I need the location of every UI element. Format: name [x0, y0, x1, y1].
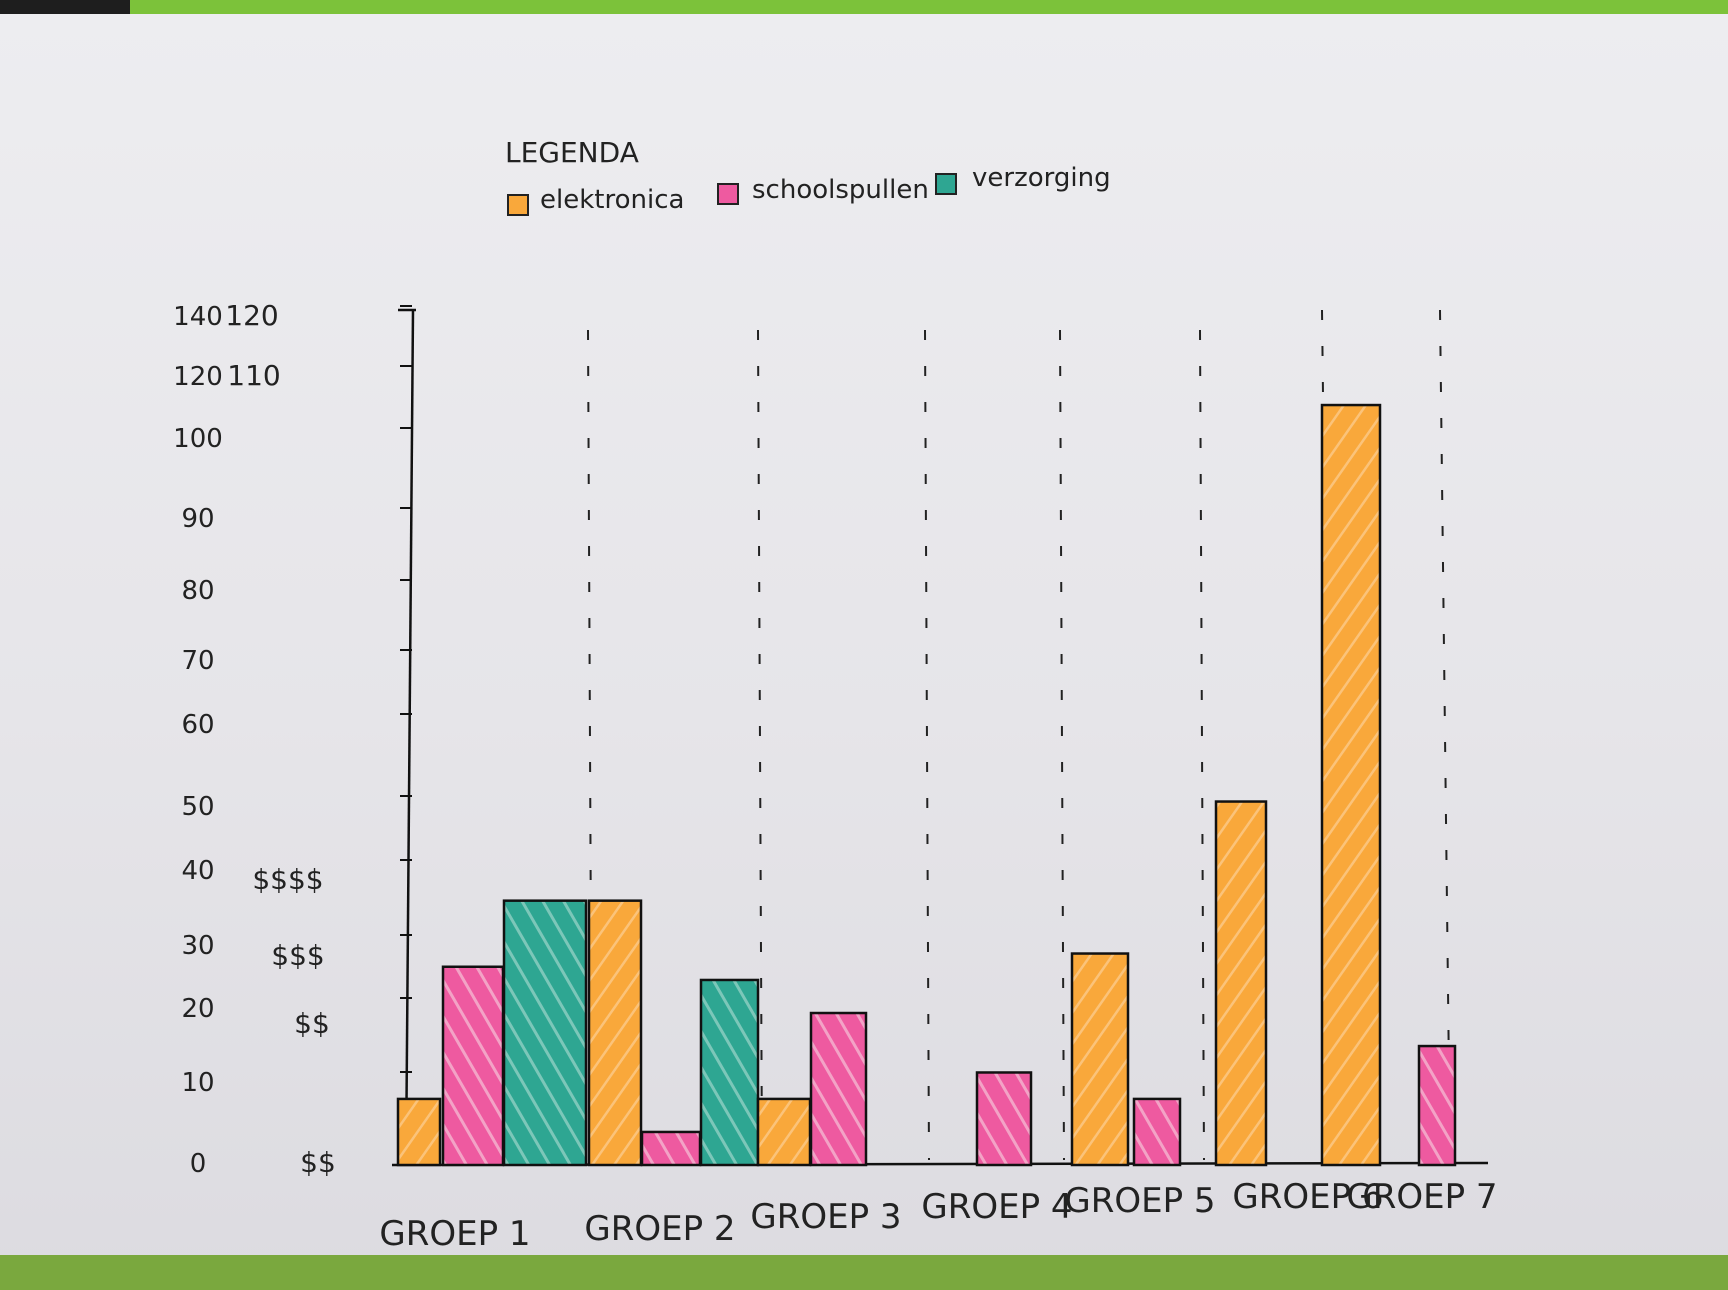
y-tick-label: 90 [181, 504, 214, 534]
y-tick-label: 20 [181, 994, 214, 1024]
legend-swatch-verzorging [935, 173, 957, 195]
y-tick-label: 120 [173, 362, 223, 392]
y-tick-label: 60 [181, 710, 214, 740]
y-tick-label: 100 [173, 424, 223, 454]
bar-schoolspullen-groep-2 [640, 1130, 702, 1167]
y-tick-label: 50 [181, 792, 214, 822]
bar-schoolspullen-groep-1 [441, 965, 505, 1167]
legend-swatch-elektronica [507, 194, 529, 216]
legend-label-elektronica: elektronica [540, 185, 684, 215]
bar-schoolspullen-groep-7 [1417, 1044, 1457, 1167]
y-ticks: 0102030405060708090100120140$$$$$$$$$$$1… [173, 299, 412, 1179]
y-axis-line [404, 309, 415, 1166]
legend-label-schoolspullen: schoolspullen [752, 175, 929, 205]
bar-verzorging-groep-1 [502, 899, 588, 1167]
y-tick-label: 70 [181, 646, 214, 676]
bar-schoolspullen-groep-5 [1132, 1097, 1182, 1167]
y-tick-label: 80 [181, 576, 214, 606]
y-tick-label: 140 [173, 302, 223, 332]
bar-elektronica-groep-1 [396, 1097, 442, 1167]
bars [396, 403, 1457, 1167]
bar-verzorging-groep-2 [699, 978, 760, 1167]
group-separator [1059, 329, 1065, 1161]
y-tick-label: 10 [181, 1068, 214, 1098]
y-tick-label-secondary: $$$$ [252, 863, 323, 896]
dark-corner [0, 0, 130, 16]
group-separator [1439, 309, 1451, 1161]
x-tick-label: GROEP 3 [750, 1197, 901, 1237]
x-tick-label: GROEP 7 [1346, 1177, 1497, 1217]
x-tick-label: GROEP 6 [1232, 1177, 1383, 1217]
bar-elektronica-groep-2 [587, 899, 643, 1167]
x-tick-label: GROEP 1 [379, 1214, 530, 1254]
bar-elektronica-groep-7 [1320, 403, 1382, 1167]
y-tick-label: 0 [190, 1149, 207, 1179]
legend: elektronica schoolspullen verzorging [507, 163, 1111, 216]
y-tick-label-secondary: $$ [300, 1146, 336, 1179]
x-tick-label: GROEP 4 [921, 1187, 1072, 1227]
group-separator [1199, 329, 1205, 1161]
y-tick-label-secondary: $$ [294, 1007, 330, 1040]
group-separator [924, 329, 930, 1161]
y-tick-label-secondary: 110 [227, 359, 280, 392]
y-tick-label-secondary: $$$ [271, 939, 324, 972]
legend-label-verzorging: verzorging [972, 163, 1111, 193]
bar-elektronica-groep-6 [1214, 800, 1268, 1167]
y-tick-label-secondary: 120 [225, 299, 278, 332]
y-tick-label: 30 [181, 931, 214, 961]
group-separator [757, 329, 763, 1161]
bar-elektronica-groep-3 [756, 1097, 812, 1167]
bottom-strip [0, 1255, 1728, 1290]
bar-elektronica-groep-5 [1070, 952, 1130, 1167]
x-tick-label: GROEP 5 [1064, 1181, 1215, 1221]
x-tick-label: GROEP 2 [584, 1209, 735, 1249]
bar-schoolspullen-groep-4 [975, 1071, 1033, 1167]
y-axis [398, 308, 416, 1166]
legend-title: LEGENDA [505, 136, 639, 169]
legend-swatch-schoolspullen [717, 183, 739, 205]
bar-schoolspullen-groep-3 [809, 1011, 868, 1167]
y-tick-label: 40 [181, 856, 214, 886]
